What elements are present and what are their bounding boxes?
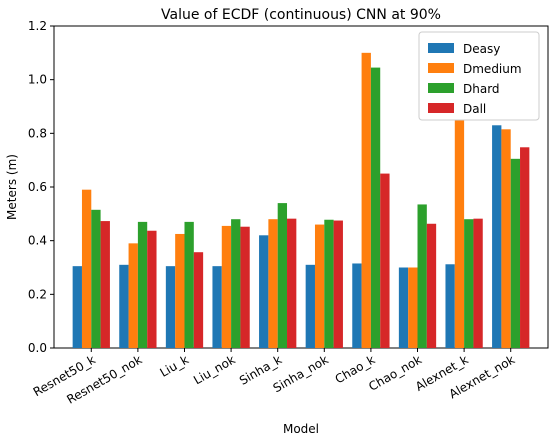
bar-deasy-chao_k xyxy=(352,263,362,348)
bar-dall-sinha_nok xyxy=(333,220,343,348)
bar-dhard-chao_nok xyxy=(417,204,427,348)
bar-deasy-chao_nok xyxy=(398,267,409,348)
legend-label-dhard: Dhard xyxy=(463,82,500,96)
y-tick-label: 0.8 xyxy=(28,126,47,140)
bar-dhard-liu_k xyxy=(184,221,194,348)
x-tick-label: Liu_k xyxy=(158,352,192,379)
bar-dmedium-liu_nok xyxy=(221,225,232,348)
y-tick-label: 0.0 xyxy=(28,341,47,355)
bar-dhard-alexnet_k xyxy=(464,219,474,348)
bar-dhard-resnet50_nok xyxy=(137,221,148,348)
bar-dhard-sinha_k xyxy=(277,203,288,348)
bar-dmedium-sinha_k xyxy=(268,219,278,348)
bar-dmedium-liu_k xyxy=(175,233,185,348)
bar-dmedium-resnet50_nok xyxy=(128,243,138,348)
bar-dmedium-resnet50_k xyxy=(81,189,92,348)
legend-swatch-dmedium xyxy=(428,63,454,73)
legend-box xyxy=(418,31,540,121)
bar-deasy-resnet50_nok xyxy=(119,264,129,348)
bar-deasy-liu_k xyxy=(165,266,176,348)
bar-dall-alexnet_k xyxy=(473,218,483,348)
bar-dall-chao_k xyxy=(380,173,390,348)
y-tick-label: 0.4 xyxy=(28,234,47,248)
bar-dmedium-chao_k xyxy=(361,52,371,348)
bar-dhard-alexnet_nok xyxy=(510,158,521,348)
chart-title: Value of ECDF (continuous) CNN at 90% xyxy=(161,7,441,23)
bar-dall-liu_nok xyxy=(240,226,250,348)
x-axis-title: Model xyxy=(283,422,319,436)
bar-dhard-liu_nok xyxy=(231,219,241,348)
bar-dhard-resnet50_k xyxy=(91,209,101,348)
y-tick-label: 0.6 xyxy=(28,180,47,194)
bar-dmedium-alexnet_nok xyxy=(501,129,511,348)
legend-label-dmedium: Dmedium xyxy=(463,62,522,76)
bar-dhard-chao_k xyxy=(370,67,381,348)
bar-deasy-liu_nok xyxy=(212,266,222,348)
bar-deasy-alexnet_nok xyxy=(492,125,502,349)
bar-dall-resnet50_k xyxy=(100,221,110,348)
y-axis-title: Meters (m) xyxy=(5,154,19,220)
legend: Deasy Dmedium Dhard Dall xyxy=(418,31,540,121)
legend-label-deasy: Deasy xyxy=(463,42,500,56)
bar-dmedium-sinha_nok xyxy=(314,224,325,348)
bar-dall-resnet50_nok xyxy=(147,230,157,348)
y-tick-label: 0.2 xyxy=(28,287,47,301)
bar-deasy-sinha_k xyxy=(259,235,269,348)
bar-dall-liu_k xyxy=(193,252,204,348)
bar-deasy-resnet50_k xyxy=(72,266,82,348)
bar-dall-chao_nok xyxy=(426,223,437,348)
bar-dhard-sinha_nok xyxy=(324,219,334,348)
bar-deasy-sinha_nok xyxy=(305,264,315,348)
y-tick-label: 1.0 xyxy=(28,73,47,87)
bar-dmedium-chao_nok xyxy=(408,267,418,348)
bar-dmedium-alexnet_k xyxy=(454,119,465,349)
bar-dall-sinha_k xyxy=(287,218,297,348)
legend-swatch-dall xyxy=(428,103,454,113)
legend-swatch-dhard xyxy=(428,83,454,93)
x-tick-label: Liu_nok xyxy=(191,352,237,387)
legend-swatch-deasy xyxy=(428,43,454,53)
bar-dall-alexnet_nok xyxy=(520,147,530,348)
y-tick-label: 1.2 xyxy=(28,19,47,33)
legend-label-dall: Dall xyxy=(463,102,486,116)
bar-deasy-alexnet_k xyxy=(445,264,455,348)
